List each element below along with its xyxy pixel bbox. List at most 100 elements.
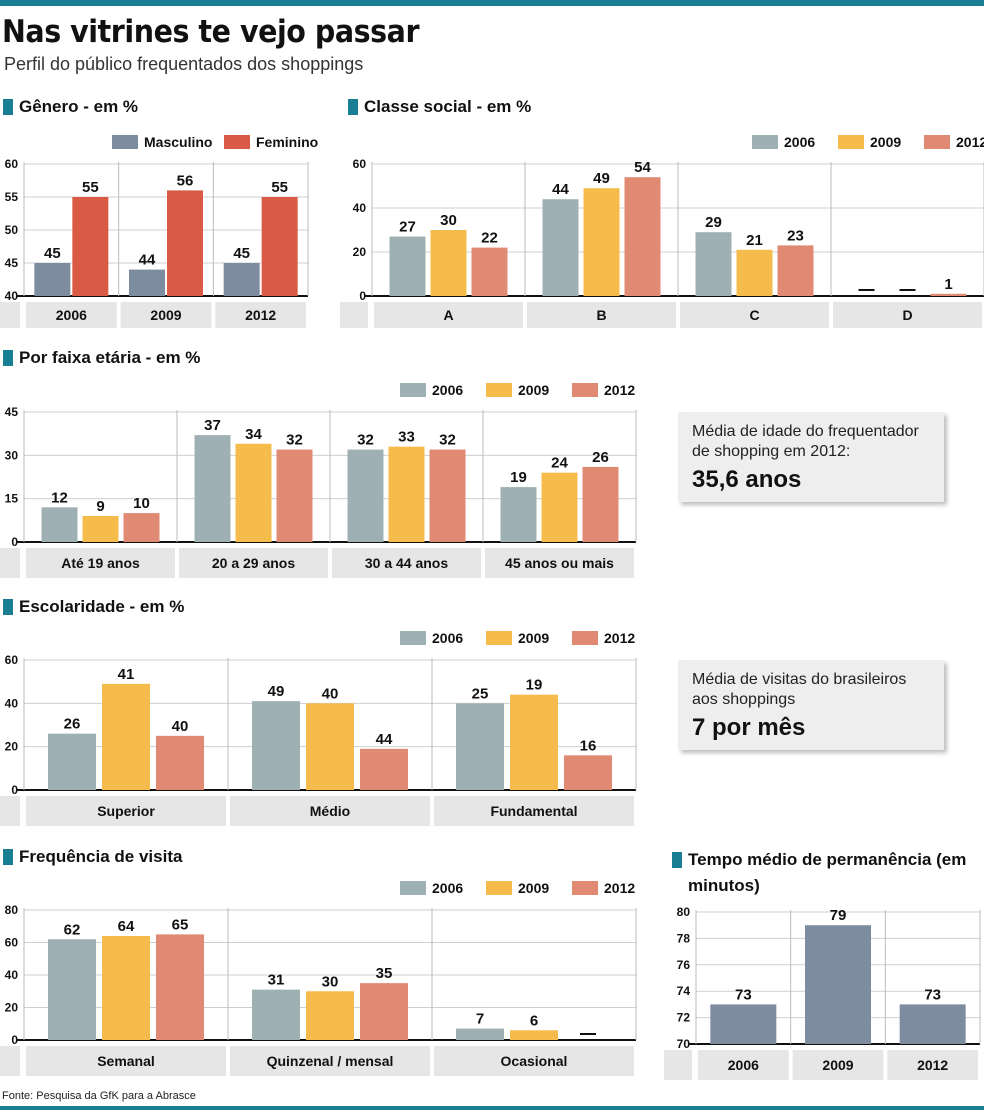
y-tick-label: 0	[11, 535, 18, 549]
y-tick-label: 0	[11, 783, 18, 797]
legend-item: 2009	[486, 382, 549, 398]
category-cell	[374, 302, 523, 328]
bar-value-label: 62	[64, 921, 81, 938]
bar-value-label: 73	[735, 986, 752, 1003]
bar-value-label: 22	[481, 230, 498, 247]
y-tick-label: 30	[5, 448, 19, 462]
bar-value-label: 65	[172, 916, 189, 933]
bar	[710, 1004, 777, 1044]
category-cell	[434, 796, 634, 826]
category-cell	[887, 1050, 978, 1080]
legend-label: 2009	[518, 382, 549, 398]
legend-item: 2009	[838, 134, 901, 150]
category-label: Médio	[310, 803, 350, 819]
bar	[564, 755, 612, 790]
page-subtitle: Perfil do público frequentados dos shopp…	[4, 54, 364, 74]
section-title-tempo: Tempo médio de permanência (em minutos)	[672, 847, 972, 899]
category-cell	[792, 1050, 884, 1080]
legend-label: 2009	[518, 630, 549, 646]
chart-escolaridade: 2006 2009 2012 0 20 40 60 Superior Médio Fundamen…	[0, 630, 637, 826]
category-strip-stub	[0, 548, 20, 578]
legend-item: 2006	[400, 630, 463, 646]
legend-item: 2012	[572, 382, 635, 398]
legend-swatch	[752, 135, 778, 149]
category-label: 30 a 44 anos	[365, 555, 448, 571]
bar	[429, 449, 466, 542]
bar	[34, 263, 71, 296]
bar-value-label: 40	[322, 685, 339, 702]
category-cell	[332, 548, 481, 578]
y-tick-label: 0	[359, 289, 366, 303]
bar	[48, 733, 96, 790]
bar-value-label: 31	[268, 972, 285, 989]
bar	[510, 1030, 558, 1040]
bar	[306, 703, 354, 790]
category-strip-stub	[340, 302, 368, 328]
legend-label: 2012	[604, 880, 635, 896]
legend-item: 2006	[400, 382, 463, 398]
bar-value-label: 64	[118, 918, 135, 935]
category-cell	[179, 548, 328, 578]
category-cell	[26, 302, 117, 328]
y-tick-label: 0	[11, 1033, 18, 1047]
legend-item: 2012	[572, 880, 635, 896]
y-tick-label: 50	[5, 223, 19, 237]
bar	[624, 177, 661, 296]
section-title-faixa: Por faixa etária - em %	[3, 348, 200, 368]
legend-swatch	[486, 383, 512, 397]
legend-item: 2012	[572, 630, 635, 646]
bar-value-label: 19	[526, 677, 543, 694]
category-cell	[485, 548, 634, 578]
bar-value-label: 45	[233, 245, 250, 262]
section-title-escolaridade: Escolaridade - em %	[3, 597, 184, 617]
category-label: 20 a 29 anos	[212, 555, 295, 571]
bar-value-label: 55	[82, 179, 99, 196]
bar	[223, 263, 260, 296]
bar-value-label: 34	[245, 426, 262, 443]
legend-swatch	[486, 881, 512, 895]
bar	[777, 245, 814, 296]
bar	[72, 197, 109, 296]
legend-item: Feminino	[224, 134, 318, 150]
bar	[360, 983, 408, 1040]
section-marker	[348, 99, 358, 115]
bar	[456, 703, 504, 790]
legend-swatch	[400, 881, 426, 895]
bar-value-label: 44	[376, 731, 393, 748]
legend-label: 2006	[432, 880, 463, 896]
legend-label: 2006	[432, 382, 463, 398]
bar-value-label: 29	[705, 214, 722, 231]
bar	[582, 466, 619, 542]
category-label: 2006	[728, 1057, 759, 1073]
legend-label: 2006	[432, 630, 463, 646]
bar	[500, 487, 537, 542]
bar	[48, 939, 96, 1040]
y-tick-label: 74	[677, 984, 691, 998]
y-tick-label: 60	[5, 936, 19, 950]
category-cell	[434, 1046, 634, 1076]
bar	[389, 236, 426, 296]
y-tick-label: 15	[5, 492, 19, 506]
bar	[583, 188, 620, 296]
category-cell	[833, 302, 982, 328]
bar-value-label: 41	[118, 666, 135, 683]
y-tick-label: 60	[353, 157, 367, 171]
bar-value-label: 30	[322, 973, 339, 990]
bar	[347, 449, 384, 542]
bar	[306, 991, 354, 1040]
bar-value-label: 1	[944, 276, 952, 293]
bar-value-label: 32	[357, 432, 374, 449]
legend-item: 2006	[752, 134, 815, 150]
category-cell	[215, 302, 306, 328]
category-label: Ocasional	[501, 1053, 568, 1069]
bar-value-label: 7	[476, 1011, 484, 1028]
bar	[360, 748, 408, 790]
bar-value-label: 40	[172, 718, 189, 735]
top-accent-bar	[0, 0, 984, 6]
y-tick-label: 40	[5, 696, 19, 710]
bar	[695, 232, 732, 296]
bar-value-label: 16	[580, 737, 597, 754]
bar-value-label: 32	[439, 432, 456, 449]
legend-swatch	[572, 881, 598, 895]
y-tick-label: 40	[5, 289, 19, 303]
